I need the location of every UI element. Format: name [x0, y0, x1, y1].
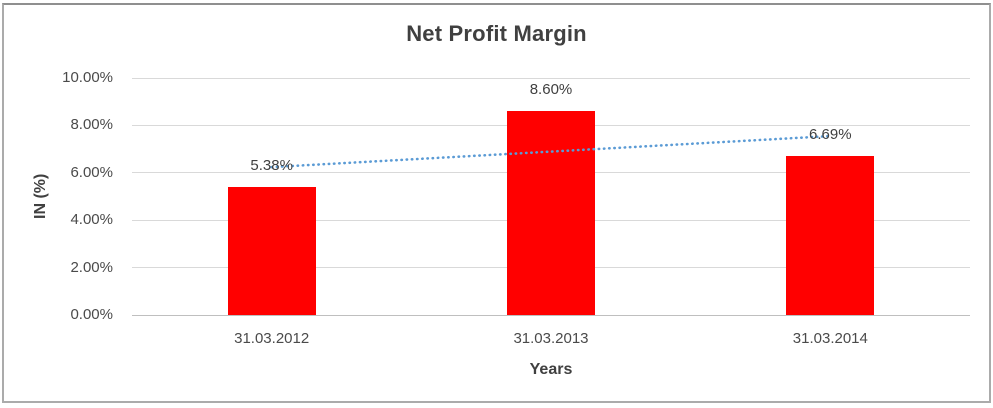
- y-tick-label: 8.00%: [70, 116, 113, 134]
- x-tick-label: 31.03.2013: [513, 330, 589, 347]
- data-label: 8.60%: [529, 81, 573, 99]
- y-tick-label: 10.00%: [62, 69, 113, 86]
- bar-31.03.2012: [227, 187, 316, 315]
- x-tick-label: 31.03.2012: [234, 330, 310, 347]
- y-axis-title: IN (%): [32, 173, 49, 220]
- bar-31.03.2013: [507, 111, 595, 315]
- x-axis-line: [132, 314, 970, 316]
- chart-title: Net Profit Margin: [406, 21, 587, 46]
- x-axis-title: Years: [529, 361, 573, 378]
- y-tick-label: 6.00%: [70, 163, 113, 181]
- bar-31.03.2014: [786, 156, 875, 315]
- plot-area: 5.38% 8.60% 6.69%: [132, 77, 970, 316]
- trendline: [270, 134, 832, 169]
- gridline: [132, 77, 970, 79]
- data-label: 6.69%: [809, 126, 852, 144]
- y-tick-label: 4.00%: [70, 211, 113, 229]
- y-tick-label: 0.00%: [70, 306, 113, 323]
- x-tick-label: 31.03.2014: [792, 330, 868, 347]
- y-tick-label: 2.00%: [70, 258, 113, 276]
- data-label: 5.38%: [250, 157, 293, 175]
